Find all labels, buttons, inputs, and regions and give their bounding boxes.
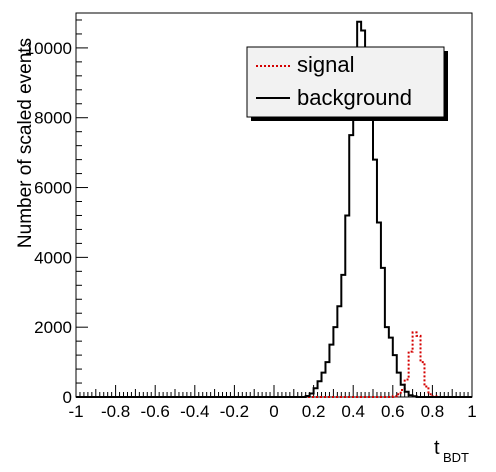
y-tick-label: 2000 bbox=[34, 318, 72, 337]
x-tick-label: 0.2 bbox=[302, 402, 326, 421]
legend-signal-label: signal bbox=[297, 52, 354, 77]
x-axis-title: t BDT bbox=[434, 437, 469, 465]
x-tick-label: -0.6 bbox=[141, 402, 170, 421]
y-tick-label: 8000 bbox=[34, 109, 72, 128]
x-axis-title-main: t bbox=[434, 437, 440, 459]
x-axis-title-subscript: BDT bbox=[443, 450, 469, 465]
legend-background-label: background bbox=[297, 85, 412, 110]
y-tick-label: 0 bbox=[63, 388, 72, 407]
background-histogram bbox=[76, 20, 472, 398]
x-tick-label: 1 bbox=[467, 402, 476, 421]
x-tick-label: -0.2 bbox=[220, 402, 249, 421]
x-tick-label: 0.6 bbox=[381, 402, 405, 421]
y-tick-label: 4000 bbox=[34, 248, 72, 267]
x-tick-label: 0.4 bbox=[341, 402, 365, 421]
y-tick-label: 6000 bbox=[34, 179, 72, 198]
x-tick-label: -0.4 bbox=[180, 402, 209, 421]
x-tick-label: -1 bbox=[68, 402, 83, 421]
x-tick-label: 0 bbox=[269, 402, 278, 421]
legend: signal background bbox=[246, 46, 448, 121]
y-axis-title: Number of scaled events bbox=[15, 38, 36, 248]
legend-box bbox=[246, 46, 445, 118]
x-tick-label: -0.8 bbox=[101, 402, 130, 421]
x-tick-label: 0.8 bbox=[421, 402, 445, 421]
series bbox=[76, 20, 472, 398]
y-tick-label: 10000 bbox=[25, 39, 72, 58]
axes: -1 -0.8 -0.6 -0.4 -0.2 0 0.2 0.4 0.6 0.8 1 0 2000 400… bbox=[25, 19, 477, 421]
